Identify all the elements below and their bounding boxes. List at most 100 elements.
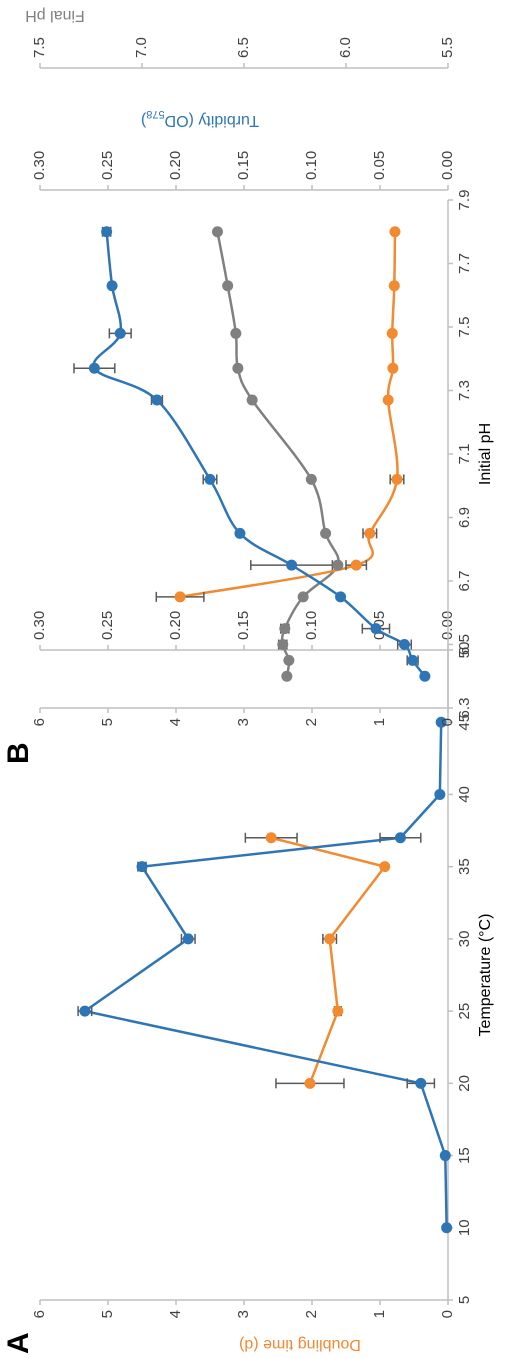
data-point [297,591,309,603]
x-tick-label: 6.3 [456,698,473,719]
data-point [379,861,391,873]
x-tick-label: 20 [456,1075,473,1092]
x-tick-label: 6.7 [456,571,473,592]
data-point [283,654,295,666]
data-point [232,362,244,374]
y2-tick-label: 0.10 [303,611,320,640]
data-point [364,527,376,539]
y2-tick-label: 0.05 [371,151,388,180]
y-tick-label: 0 [439,1310,456,1318]
data-point [136,861,148,873]
x-tick-label: 7.5 [456,317,473,338]
data-point [204,473,216,485]
data-point [335,591,347,603]
y-tick-label: 2 [303,1310,320,1318]
y2-tick-label: 0.15 [235,151,252,180]
data-point [211,226,223,238]
x-axis-title: Initial pH [477,423,494,485]
y-tick-label: 4 [167,718,184,726]
x-tick-label: 7.1 [456,444,473,465]
x-tick-label: 40 [456,786,473,803]
y-tick-label: 5 [99,1310,116,1318]
y3-tick-label: 7.5 [31,37,48,58]
y3-tick-label: 5.5 [439,37,456,58]
series-line [179,231,399,599]
panel-label: A [2,1332,35,1354]
data-point [305,473,317,485]
data-point [386,327,398,339]
x-axis-title: Temperature (°C) [477,914,494,1037]
y3-tick-label: 7.0 [133,37,150,58]
x-tick-label: 7.7 [456,253,473,274]
data-point [88,362,100,374]
y2-tick-label: 0.20 [167,611,184,640]
y2-tick-label: 0.20 [167,151,184,180]
data-point [435,716,447,728]
x-tick-label: 7.3 [456,380,473,401]
data-point [174,591,186,603]
data-point [370,623,382,635]
data-point [407,654,419,666]
y2-axis-title-part: ) [141,112,146,129]
x-tick-label: 35 [456,858,473,875]
y2-tick-label: 0.30 [31,151,48,180]
y-tick-label: 0 [439,718,456,726]
data-point [387,362,399,374]
y3-tick-label: 6.5 [235,37,252,58]
data-point [391,473,403,485]
series-line [270,836,387,1084]
y2-tick-label: 0.25 [99,611,116,640]
data-point [332,1005,344,1017]
x-tick-label: 50 [456,642,473,659]
y-tick-label: 6 [31,718,48,726]
x-tick-label: 10 [456,1219,473,1236]
y2-axis-title-part: 578 [146,108,164,120]
x-tick-label: 7.9 [456,190,473,211]
data-point [277,639,289,650]
data-point [419,670,431,682]
series-line [216,231,340,677]
data-point [398,639,410,650]
data-point [246,394,258,406]
data-point [279,623,291,635]
data-point [439,1150,451,1162]
x-tick-label: 25 [456,1003,473,1020]
data-point [114,327,126,339]
x-tick-label: 6.5 [456,634,473,655]
x-tick-label: 15 [456,1147,473,1164]
y-tick-label: 2 [303,718,320,726]
data-point [394,832,406,844]
data-point [281,670,293,682]
data-point [320,527,332,539]
data-point [230,327,242,339]
data-point [222,280,234,292]
data-point [234,527,246,539]
data-point [106,280,118,292]
data-point [151,394,163,406]
x-tick-label: 45 [456,714,473,731]
y-tick-label: 3 [235,1310,252,1318]
data-point [182,933,194,945]
data-point [324,933,336,945]
data-point [101,226,113,238]
y2-axis-title-part: Turbidity (OD [165,112,260,129]
data-point [382,394,394,406]
y-tick-label: 1 [371,718,388,726]
panel-label: B [2,742,35,764]
y2-tick-label: 0.30 [31,611,48,640]
y-tick-label: 5 [99,718,116,726]
data-point [434,788,446,800]
y2-tick-label: 0.25 [99,151,116,180]
y3-axis-title: Final pH [25,7,85,24]
data-point [304,1077,316,1089]
y-tick-label: 6 [31,1310,48,1318]
data-point [79,1005,91,1017]
series-line [81,722,448,1228]
x-tick-label: 30 [456,931,473,948]
x-tick-label: 5 [456,1296,473,1304]
data-point [286,559,298,571]
y-axis-title: Doubling time (d) [239,1336,361,1353]
data-point [332,559,344,571]
x-tick-label: 6.9 [456,507,473,528]
